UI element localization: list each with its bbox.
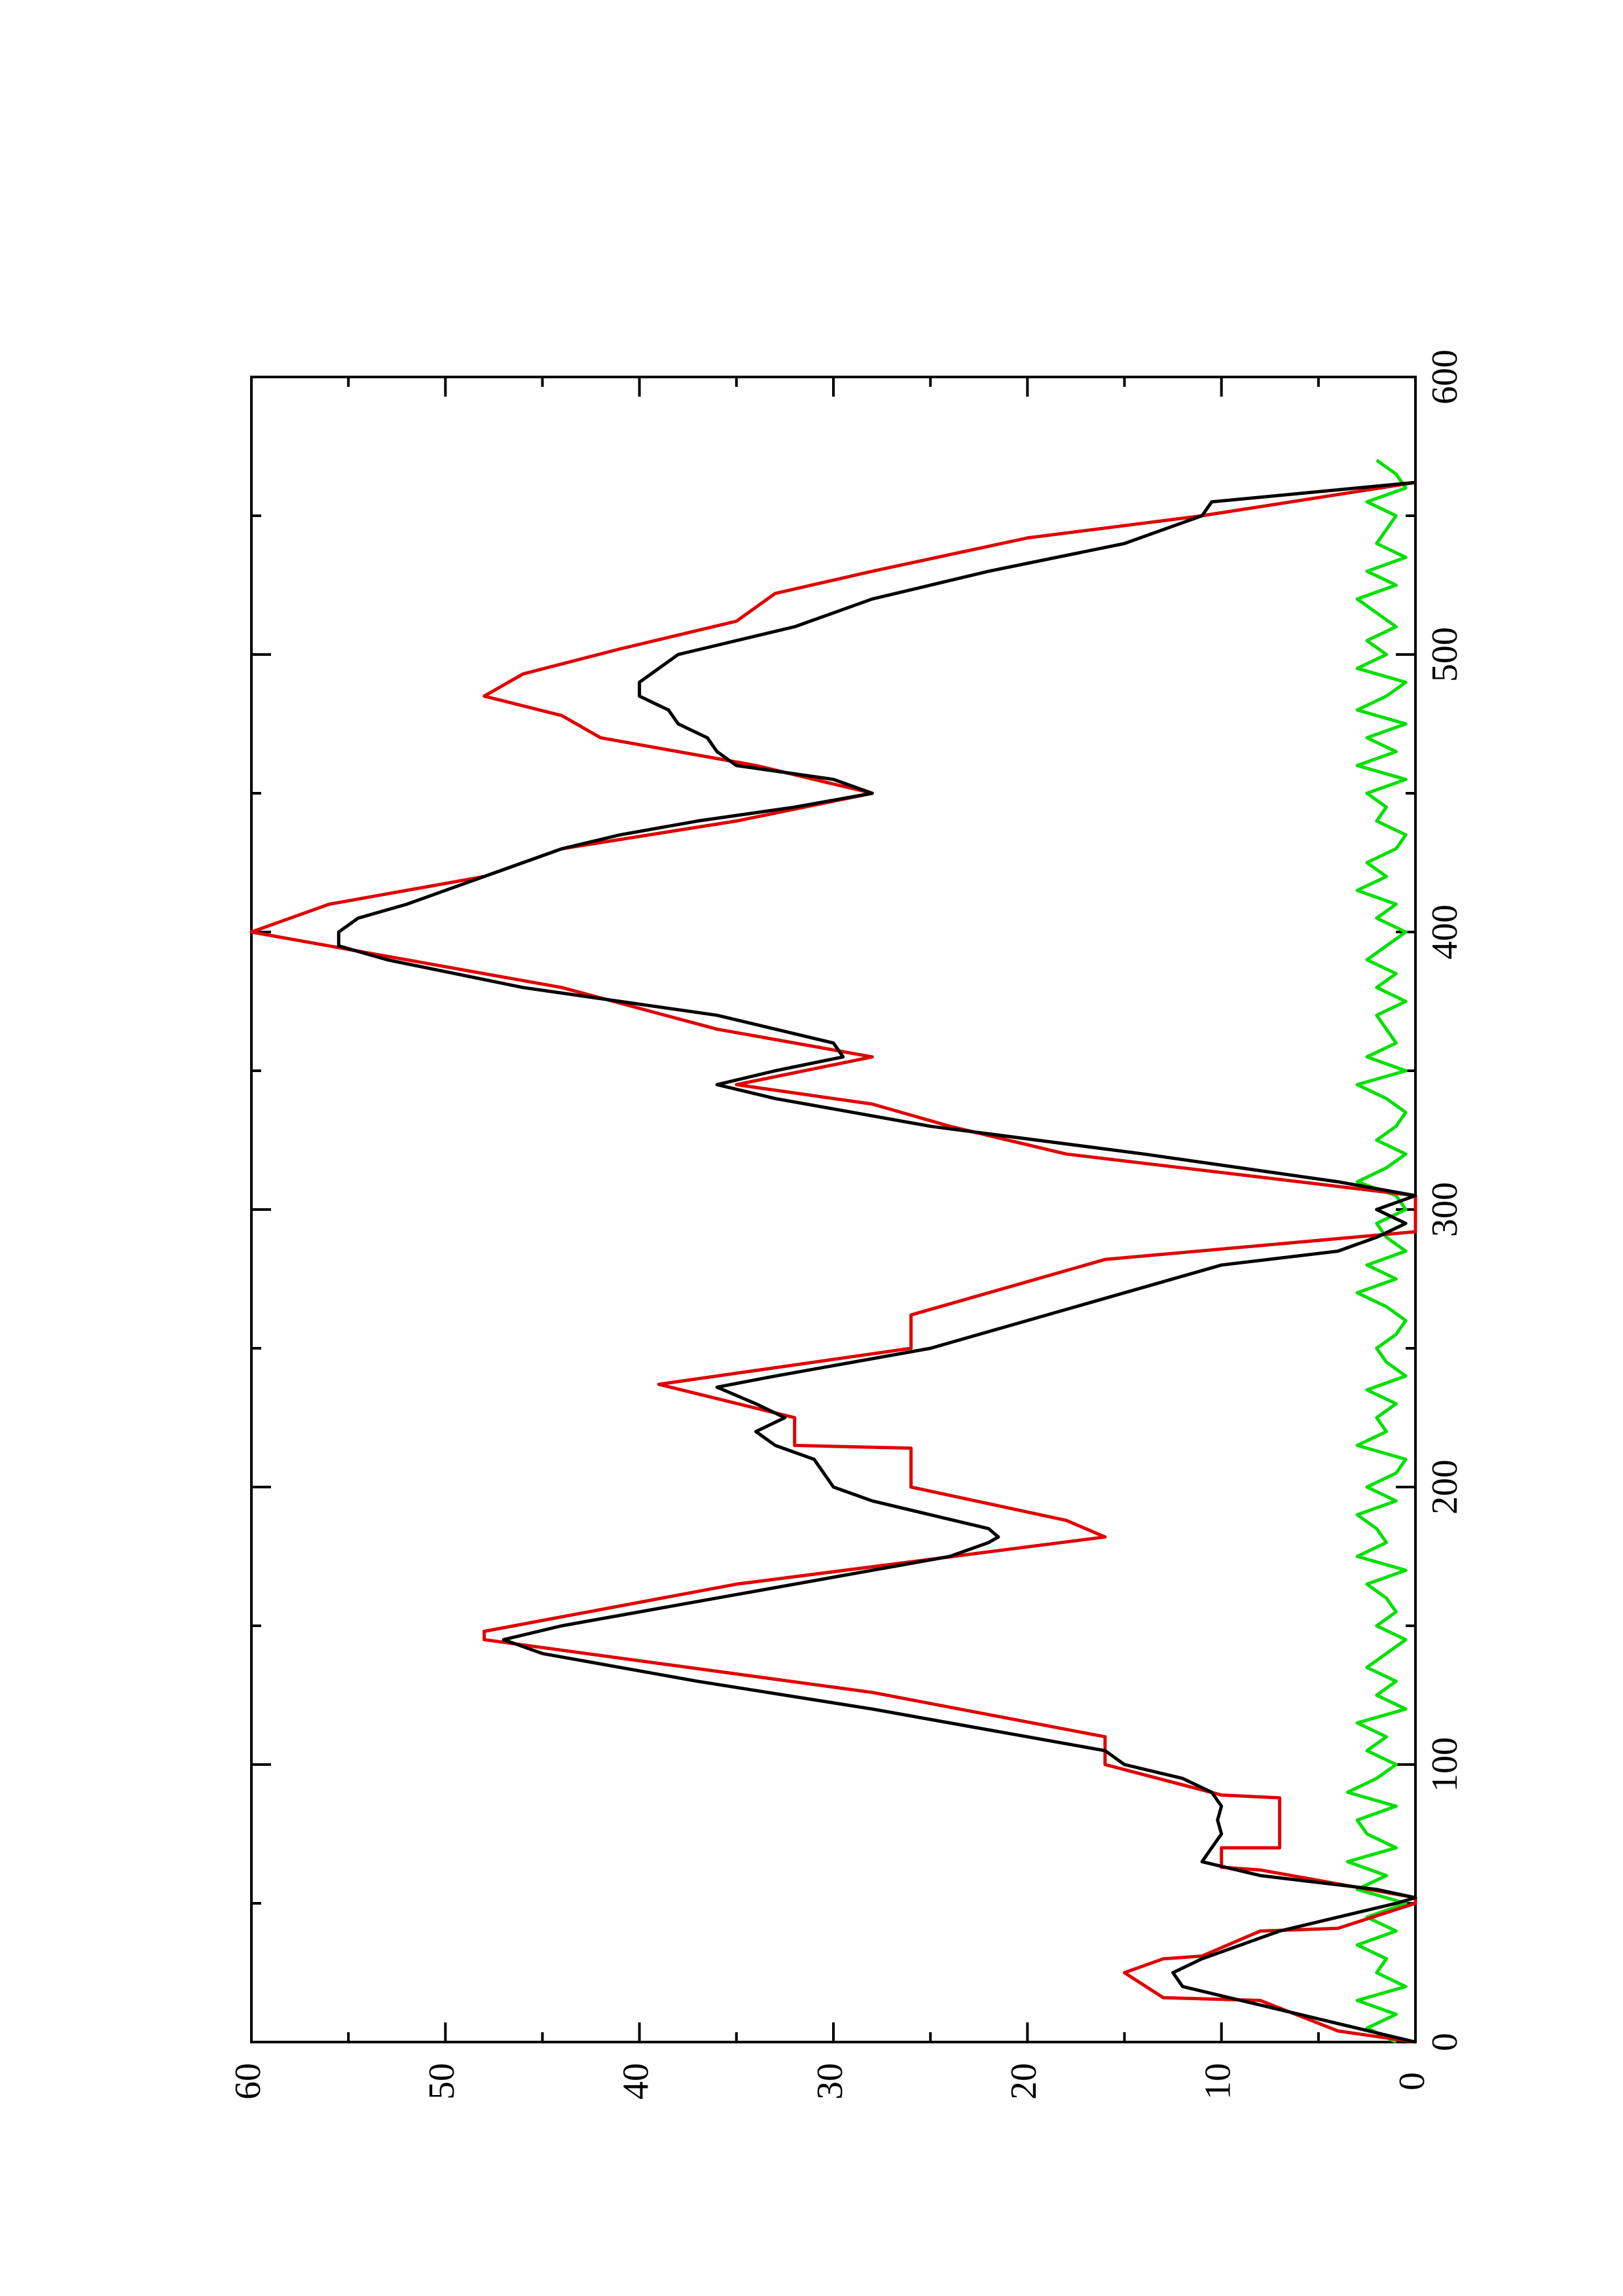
- x-tick-label: 600: [1425, 350, 1465, 404]
- x-tick-label: 200: [1425, 1460, 1465, 1515]
- data-line: [1345, 459, 1408, 2044]
- x-tick-label: 500: [1425, 627, 1465, 682]
- y-tick-label: 30: [810, 2063, 850, 2100]
- x-tick-label: 300: [1425, 1182, 1465, 1237]
- y-tick-label: 10: [1198, 2063, 1239, 2100]
- y-tick-label: 60: [228, 2063, 268, 2100]
- x-tick-label: 400: [1425, 905, 1465, 960]
- y-tick-label: 20: [1004, 2063, 1044, 2100]
- plot-frame: [250, 376, 1417, 2043]
- x-tick-label: 100: [1425, 1737, 1465, 1792]
- y-tick-label: 0: [1392, 2072, 1432, 2090]
- data-line: [337, 480, 1417, 2044]
- data-line: [249, 480, 1417, 2044]
- y-tick-label: 40: [616, 2063, 657, 2100]
- y-tick-label: 50: [422, 2063, 462, 2100]
- x-tick-label: 0: [1425, 2033, 1465, 2051]
